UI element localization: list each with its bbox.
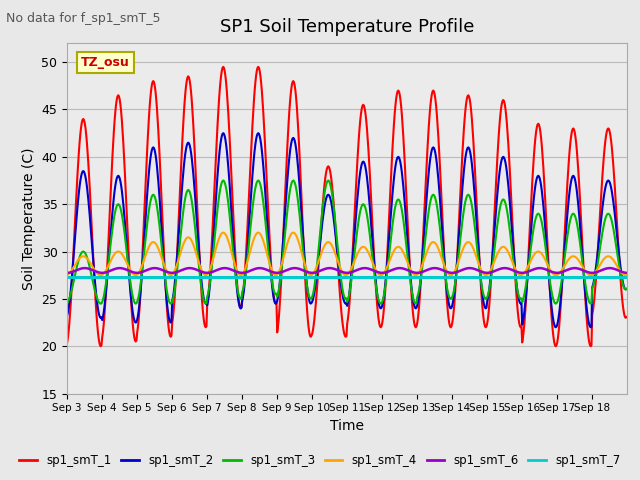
sp1_smT_2 <box>260 173 268 179</box>
sp1_smT_7 <box>623 274 630 280</box>
X-axis label: Time: Time <box>330 419 364 433</box>
Line: sp1_smT_1: sp1_smT_1 <box>67 67 627 346</box>
sp1_smT_4 <box>63 272 71 278</box>
Y-axis label: Soil Temperature (C): Soil Temperature (C) <box>22 147 36 289</box>
sp1_smT_4 <box>406 265 413 271</box>
sp1_smT_2 <box>63 312 71 318</box>
sp1_smT_2 <box>405 259 413 264</box>
Line: sp1_smT_6: sp1_smT_6 <box>67 268 627 273</box>
sp1_smT_4 <box>282 245 290 251</box>
sp1_smT_4 <box>233 268 241 274</box>
sp1_smT_6 <box>130 269 138 275</box>
sp1_smT_2 <box>232 280 240 286</box>
sp1_smT_6 <box>282 268 289 274</box>
sp1_smT_4 <box>97 272 104 278</box>
sp1_smT_7 <box>259 274 267 280</box>
sp1_smT_6 <box>232 269 240 275</box>
sp1_smT_7 <box>232 274 239 280</box>
sp1_smT_3 <box>406 275 413 280</box>
sp1_smT_2 <box>623 286 630 292</box>
sp1_smT_7 <box>281 274 289 280</box>
sp1_smT_6 <box>405 268 413 274</box>
sp1_smT_4 <box>261 243 269 249</box>
sp1_smT_3 <box>261 213 269 218</box>
Line: sp1_smT_4: sp1_smT_4 <box>67 233 627 275</box>
sp1_smT_2 <box>436 204 444 210</box>
sp1_smT_2 <box>129 310 137 316</box>
sp1_smT_3 <box>437 237 445 243</box>
sp1_smT_3 <box>97 301 104 307</box>
sp1_smT_2 <box>220 130 227 136</box>
sp1_smT_6 <box>436 266 444 272</box>
sp1_smT_6 <box>623 270 630 276</box>
sp1_smT_1 <box>130 329 138 335</box>
sp1_smT_1 <box>437 191 445 196</box>
sp1_smT_2 <box>282 207 289 213</box>
sp1_smT_4 <box>437 253 445 259</box>
sp1_smT_1 <box>282 173 290 179</box>
sp1_smT_6 <box>260 266 268 272</box>
sp1_smT_1 <box>63 339 71 345</box>
sp1_smT_1 <box>406 265 413 271</box>
sp1_smT_4 <box>220 230 227 236</box>
sp1_smT_3 <box>623 286 630 292</box>
sp1_smT_7 <box>404 274 412 280</box>
Text: No data for f_sp1_smT_5: No data for f_sp1_smT_5 <box>6 12 161 25</box>
sp1_smT_1 <box>220 64 227 70</box>
Title: SP1 Soil Temperature Profile: SP1 Soil Temperature Profile <box>220 18 474 36</box>
sp1_smT_6 <box>81 265 88 271</box>
sp1_smT_1 <box>623 314 630 320</box>
sp1_smT_1 <box>261 137 269 143</box>
sp1_smT_2 <box>552 324 559 330</box>
Text: TZ_osu: TZ_osu <box>81 56 130 69</box>
sp1_smT_7 <box>63 274 71 280</box>
sp1_smT_3 <box>130 297 138 303</box>
sp1_smT_3 <box>220 178 227 183</box>
sp1_smT_3 <box>63 300 71 306</box>
sp1_smT_1 <box>97 343 104 349</box>
sp1_smT_4 <box>623 272 630 278</box>
Line: sp1_smT_2: sp1_smT_2 <box>67 133 627 327</box>
sp1_smT_4 <box>130 272 138 277</box>
sp1_smT_7 <box>436 274 444 280</box>
sp1_smT_3 <box>282 221 290 227</box>
Legend: sp1_smT_1, sp1_smT_2, sp1_smT_3, sp1_smT_4, sp1_smT_6, sp1_smT_7: sp1_smT_1, sp1_smT_2, sp1_smT_3, sp1_smT… <box>15 449 625 472</box>
sp1_smT_3 <box>233 284 241 289</box>
sp1_smT_7 <box>129 274 137 280</box>
Line: sp1_smT_3: sp1_smT_3 <box>67 180 627 304</box>
sp1_smT_6 <box>63 270 71 276</box>
sp1_smT_1 <box>233 280 241 286</box>
